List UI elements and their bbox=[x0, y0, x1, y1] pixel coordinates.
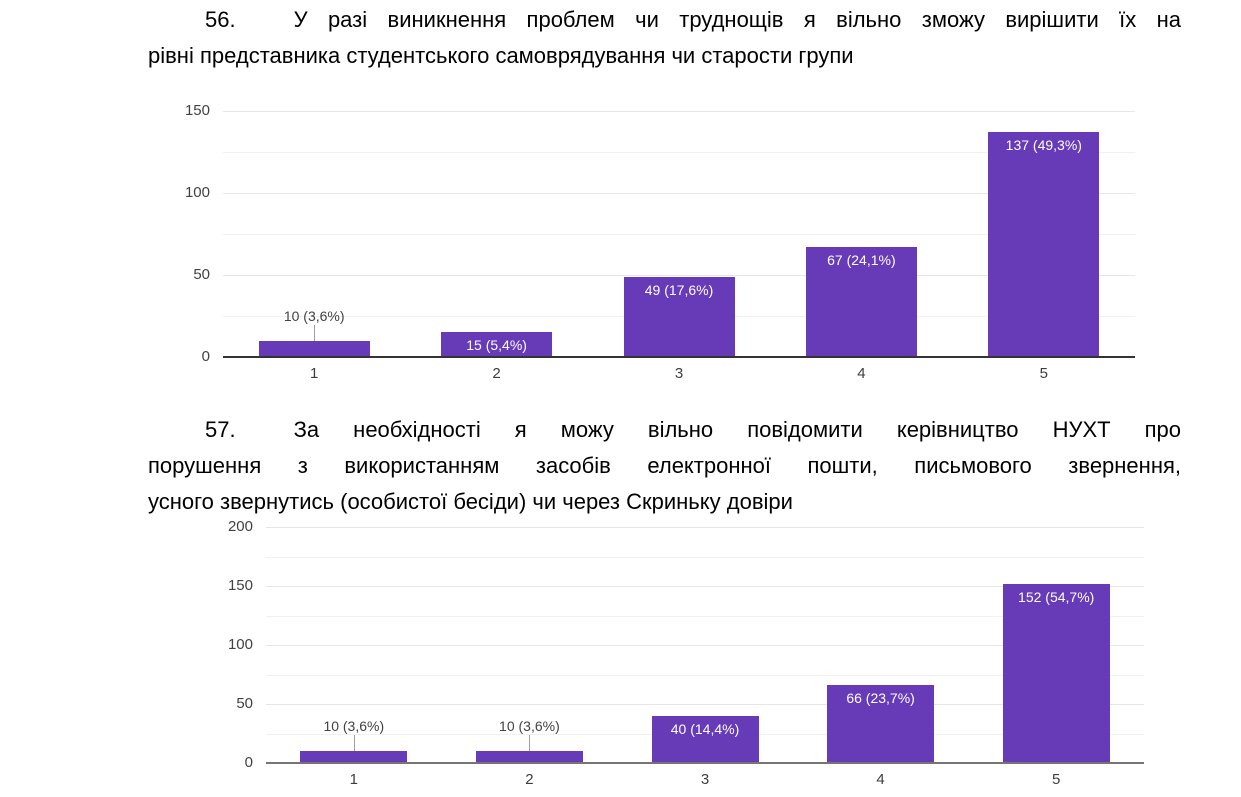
bar bbox=[988, 132, 1100, 357]
bar-value-label: 49 (17,6%) bbox=[644, 281, 714, 298]
bar-value-label: 66 (23,7%) bbox=[846, 690, 915, 707]
leader-line bbox=[314, 324, 316, 341]
gridline-major bbox=[223, 193, 1135, 194]
x-axis-category-label: 3 bbox=[700, 771, 710, 788]
y-axis-tick-label: 0 bbox=[201, 348, 210, 365]
gridline-minor bbox=[266, 556, 1144, 558]
leader-line bbox=[353, 735, 355, 752]
survey-chart-57: 0 50 100 150 200 1 10 (3,6%) 2 10 (3,6%) 3 40 (14,… bbox=[0, 515, 1241, 797]
x-axis-category-label: 4 bbox=[876, 771, 885, 788]
bar bbox=[1002, 583, 1110, 763]
survey-chart-56: 0 50 100 150 1 10 (3,6%) 2 15 (5,4%) 3 49 (17,6%)… bbox=[0, 95, 1241, 395]
gridline-minor bbox=[223, 152, 1135, 153]
x-axis-category-label: 3 bbox=[674, 365, 684, 382]
bar bbox=[651, 715, 759, 763]
question-57-line-1: 57. За необхідності я можу вільно повідом… bbox=[148, 412, 1181, 448]
gridline-minor bbox=[223, 234, 1135, 235]
bar bbox=[300, 751, 408, 763]
question-57-line-3: усного звернутись (особистої бесіди) чи … bbox=[148, 489, 793, 514]
gridline-major bbox=[266, 645, 1144, 646]
question-57-line-2: порушення з використанням засобів електр… bbox=[148, 453, 1181, 478]
bar-value-label: 137 (49,3%) bbox=[1005, 137, 1082, 154]
y-axis-tick-label: 150 bbox=[227, 577, 253, 594]
y-axis-tick-label: 50 bbox=[193, 266, 210, 283]
x-axis-category-label: 5 bbox=[1039, 365, 1048, 382]
bar-value-label: 10 (3,6%) bbox=[283, 307, 345, 324]
question-56: 56. У разі виникнення проблем чи труднощі… bbox=[148, 2, 1181, 74]
gridline-major bbox=[223, 111, 1135, 112]
y-axis-tick-label: 0 bbox=[244, 754, 253, 771]
x-axis-line bbox=[223, 356, 1135, 358]
bar bbox=[258, 340, 370, 357]
bar-value-label: 40 (14,4%) bbox=[670, 720, 740, 737]
x-axis-category-label: 2 bbox=[525, 771, 534, 788]
bar-value-label: 15 (5,4%) bbox=[466, 337, 527, 354]
y-axis-tick-label: 100 bbox=[184, 184, 210, 201]
x-axis-line bbox=[266, 762, 1144, 764]
gridline-minor bbox=[266, 674, 1144, 676]
gridline-major bbox=[223, 275, 1135, 276]
question-56-line-2: рівні представника студентського самовря… bbox=[148, 43, 854, 68]
bar-value-label: 67 (24,1%) bbox=[827, 252, 896, 269]
x-axis-category-label: 1 bbox=[310, 365, 319, 382]
x-axis-category-label: 5 bbox=[1052, 771, 1061, 788]
question-56-line-1: 56. У разі виникнення проблем чи труднощі… bbox=[148, 2, 1181, 38]
leader-line bbox=[529, 735, 531, 752]
bar-value-label: 152 (54,7%) bbox=[1018, 588, 1095, 605]
bar-value-label: 10 (3,6%) bbox=[499, 718, 560, 735]
question-text: У разі виникнення проблем чи труднощів я… bbox=[293, 7, 1181, 32]
y-axis-tick-label: 150 bbox=[184, 102, 210, 119]
bar bbox=[827, 685, 935, 763]
x-axis-category-label: 2 bbox=[492, 365, 501, 382]
gridline-major bbox=[266, 704, 1144, 705]
bar bbox=[475, 751, 583, 763]
question-text: За необхідності я можу вільно повідомити… bbox=[293, 417, 1181, 442]
y-axis-tick-label: 100 bbox=[227, 636, 253, 653]
gridline-major bbox=[266, 527, 1144, 528]
x-axis-category-label: 4 bbox=[857, 365, 866, 382]
question-number: 57. bbox=[205, 417, 236, 442]
y-axis-tick-label: 50 bbox=[236, 695, 253, 712]
bar bbox=[623, 276, 735, 357]
x-axis-category-label: 1 bbox=[349, 771, 358, 788]
bar bbox=[441, 332, 553, 357]
bar bbox=[805, 247, 917, 357]
question-57: 57. За необхідності я можу вільно повідом… bbox=[148, 412, 1181, 520]
question-number: 56. bbox=[205, 7, 236, 32]
gridline-major bbox=[266, 586, 1144, 587]
gridline-minor bbox=[266, 615, 1144, 617]
y-axis-tick-label: 200 bbox=[227, 518, 253, 535]
bar-value-label: 10 (3,6%) bbox=[323, 718, 385, 735]
